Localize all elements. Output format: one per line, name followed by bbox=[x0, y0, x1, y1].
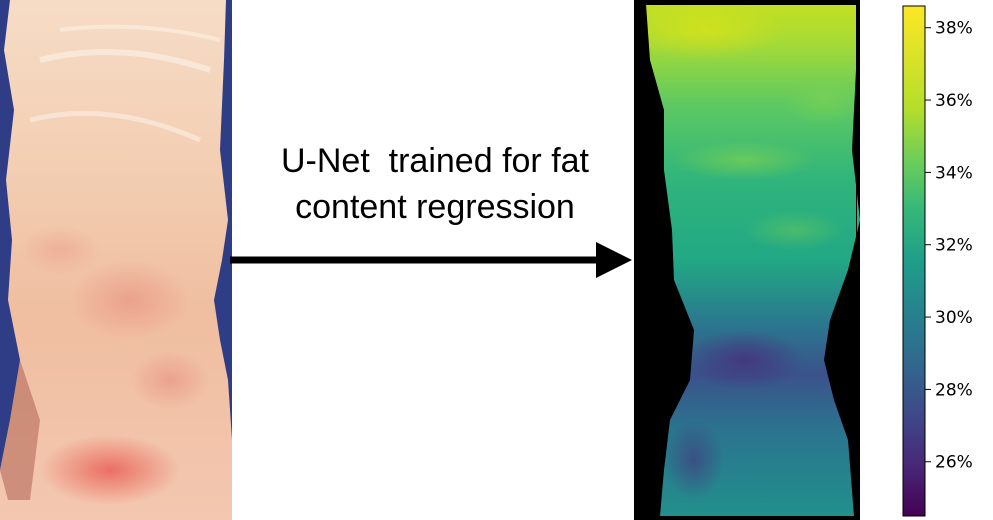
caption-line-2: content regression bbox=[295, 188, 575, 226]
colorbar-ticks: 26% 28% 30% 32% 34% 36% 38% bbox=[925, 19, 973, 473]
diagram-caption: U-Net trained for fat content regression bbox=[236, 138, 634, 230]
fat-content-map bbox=[634, 0, 860, 520]
colorbar-tick-label: 26% bbox=[935, 453, 973, 473]
colorbar-tick-label: 34% bbox=[935, 163, 973, 183]
colorbar-tick-label: 30% bbox=[935, 308, 973, 328]
colorbar-tick-label: 32% bbox=[935, 236, 973, 256]
colorbar: 26% 28% 30% 32% 34% 36% 38% bbox=[902, 5, 973, 517]
arrow-head bbox=[596, 242, 632, 278]
colorbar-tick-label: 38% bbox=[935, 19, 973, 39]
colorbar-gradient bbox=[902, 5, 926, 517]
colorbar-tick-label: 28% bbox=[935, 380, 973, 400]
caption-line-1: U-Net trained for fat bbox=[280, 142, 589, 180]
meat-photo bbox=[0, 0, 232, 520]
process-arrow bbox=[230, 242, 632, 278]
colorbar-tick-label: 36% bbox=[935, 91, 973, 111]
